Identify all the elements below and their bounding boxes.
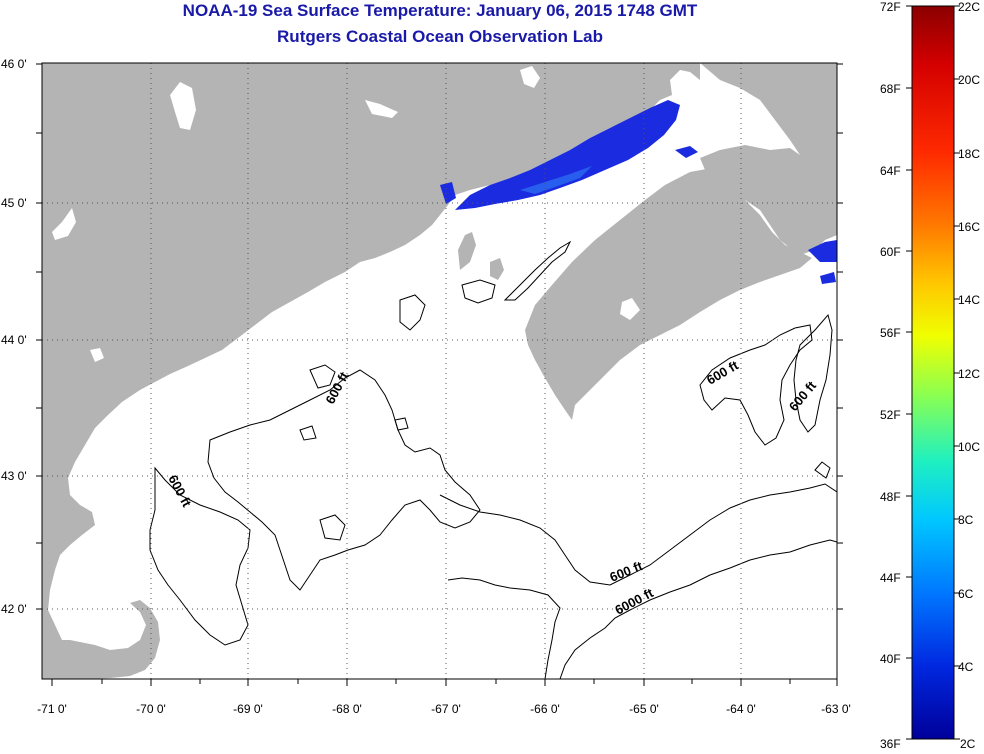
colorbar-c-14: 14C xyxy=(958,293,980,307)
contour-600ft-gulf xyxy=(149,466,251,646)
land-northeast xyxy=(700,63,837,255)
colorbar-c-6: 6C xyxy=(958,587,974,601)
lake-5 xyxy=(520,66,540,88)
colorbar-f-40: 40F xyxy=(880,652,901,666)
depth-contours xyxy=(149,240,837,679)
lake-3 xyxy=(365,100,398,118)
contour-600ft-small2 xyxy=(309,364,336,389)
plot-frame xyxy=(41,62,838,680)
land-island-small xyxy=(490,258,504,280)
lon-label-69: -69 0' xyxy=(233,702,263,716)
lon-label-65: -65 0' xyxy=(629,702,659,716)
map-title: NOAA-19 Sea Surface Temperature: January… xyxy=(182,1,698,20)
lon-label-66: -66 0' xyxy=(530,702,560,716)
lon-label-64: -64 0' xyxy=(726,702,756,716)
land-cape-cod xyxy=(42,600,160,679)
sst-north-1 xyxy=(675,146,698,158)
contour-600ft-small4 xyxy=(394,417,409,431)
lon-label-71: -71 0' xyxy=(37,702,67,716)
contour-600ft-shelf xyxy=(439,483,837,586)
colorbar-f-72: 72F xyxy=(880,0,901,14)
colorbar-f-48: 48F xyxy=(880,490,901,504)
colorbar-f-56: 56F xyxy=(880,326,901,340)
lon-label-67: -67 0' xyxy=(431,702,461,716)
colorbar-f-44: 44F xyxy=(880,571,901,585)
contour-600ft-ne3 xyxy=(814,461,831,479)
colorbar-c-16: 16C xyxy=(958,220,980,234)
colorbar-c-8: 8C xyxy=(958,513,974,527)
sst-fundy xyxy=(455,100,680,210)
lake-4 xyxy=(90,348,104,362)
contour-600ft-small5 xyxy=(299,425,317,441)
lat-label-44: 44 0' xyxy=(1,333,27,347)
lon-label-63: -63 0' xyxy=(821,702,851,716)
lat-label-45: 45 0' xyxy=(1,196,27,210)
colorbar-f-64: 64F xyxy=(880,164,901,178)
sst-east xyxy=(808,240,837,262)
sst-west-inlet xyxy=(440,182,456,204)
colorbar-c-20: 20C xyxy=(958,73,980,87)
land-mainland xyxy=(42,63,700,679)
lon-label-70: -70 0' xyxy=(136,702,166,716)
colorbar-ticks xyxy=(906,5,960,740)
land-island xyxy=(458,232,476,270)
colorbar-c-18: 18C xyxy=(958,147,980,161)
contour-east-channel xyxy=(503,240,572,301)
sst-fundy-warm xyxy=(520,166,592,194)
lake-1 xyxy=(170,82,196,130)
contour-600ft-ne2 xyxy=(793,313,833,433)
tick-marks xyxy=(36,63,843,686)
contour-600ft-small1 xyxy=(461,279,496,304)
colorbar-f-36: 36F xyxy=(880,737,901,751)
lon-label-68: -68 0' xyxy=(332,702,362,716)
colorbar xyxy=(911,5,955,740)
colorbar-c-10: 10C xyxy=(958,440,980,454)
colorbar-f-52: 52F xyxy=(880,408,901,422)
map-subtitle: Rutgers Coastal Ocean Observation Lab xyxy=(277,27,603,46)
colorbar-f-68: 68F xyxy=(880,82,901,96)
contour-6000ft xyxy=(447,577,561,679)
contour-600ft-north xyxy=(399,294,426,331)
colorbar-c-2: 2C xyxy=(960,737,976,751)
contour-600ft-inner xyxy=(207,369,481,591)
sst-east-2 xyxy=(820,272,836,284)
colorbar-c-12: 12C xyxy=(958,367,980,381)
contour-6000ft-east xyxy=(559,539,837,679)
contour-600ft-small3 xyxy=(319,514,346,541)
lake-2 xyxy=(52,208,76,240)
colorbar-c-4: 4C xyxy=(958,660,974,674)
lat-label-46: 46 0' xyxy=(1,57,27,71)
lake-6 xyxy=(620,298,640,320)
lat-label-42: 42 0' xyxy=(1,602,27,616)
lat-label-43: 43 0' xyxy=(1,469,27,483)
colorbar-f-60: 60F xyxy=(880,245,901,259)
land-nova-scotia xyxy=(525,168,812,420)
colorbar-c-22: 22C xyxy=(958,0,980,14)
contour-600ft-ne1 xyxy=(699,324,813,446)
